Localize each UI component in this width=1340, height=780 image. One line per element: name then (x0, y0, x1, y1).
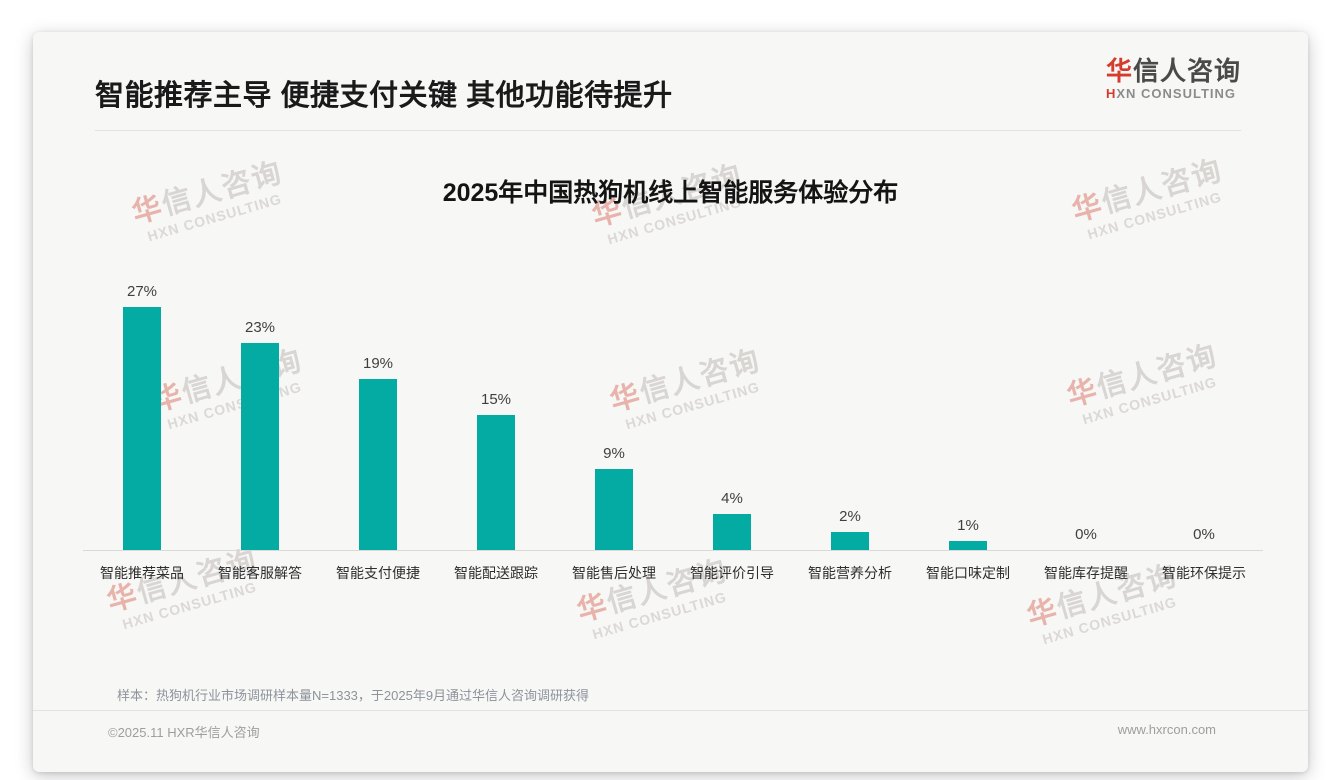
footer-bar: ©2025.11 HXR华信人咨询 www.hxrcon.com (33, 722, 1308, 741)
bar-value-label: 2% (839, 508, 861, 525)
x-axis-labels: 智能推荐菜品 智能客服解答 智能支付便捷 智能配送跟踪 智能售后处理 智能评价引导 智能营养… (83, 563, 1263, 583)
x-axis-line (83, 550, 1263, 551)
logo-chinese-text: 华信人咨询 (1105, 56, 1241, 86)
bar-value-label: 4% (721, 490, 743, 507)
bar (123, 307, 161, 550)
bar-value-label: 23% (244, 319, 276, 336)
bar-column: 0% (1145, 262, 1263, 550)
bar-column: 27% (83, 262, 201, 550)
bar-column: 2% (791, 262, 909, 550)
company-logo: 华信人咨询 HXN CONSULTING (1106, 56, 1241, 102)
bar (477, 415, 515, 550)
bar-value-label: 0% (1193, 526, 1215, 543)
logo-english-text: HXN CONSULTING (1105, 86, 1237, 101)
bar (831, 532, 869, 550)
bar-column: 15% (437, 262, 555, 550)
x-axis-label: 智能评价引导 (690, 565, 774, 581)
x-axis-label: 智能库存提醒 (1044, 565, 1128, 581)
chart-title: 2025年中国热狗机线上智能服务体验分布 (442, 179, 899, 207)
bar (359, 379, 397, 550)
sample-note: 样本：热狗机行业市场调研样本量N=1333，于2025年9月通过华信人咨询调研获… (117, 688, 590, 703)
x-axis-label: 智能口味定制 (926, 565, 1010, 581)
logo-accent-char: 华 (1105, 56, 1133, 86)
footer-divider (33, 710, 1308, 711)
bar-value-label: 1% (957, 517, 979, 534)
report-card: 智能推荐主导 便捷支付关键 其他功能待提升 华信人咨询 HXN CONSULTI… (33, 32, 1308, 772)
bar-value-label: 19% (362, 355, 394, 372)
bar (241, 343, 279, 550)
x-axis-label: 智能推荐菜品 (100, 565, 184, 581)
x-axis-label: 智能客服解答 (218, 565, 302, 581)
bar-value-label: 27% (126, 283, 158, 300)
bar (949, 541, 987, 550)
bar-column: 23% (201, 262, 319, 550)
bar-column: 0% (1027, 262, 1145, 550)
website-url: www.hxrcon.com (1117, 722, 1216, 737)
bar-value-label: 0% (1075, 526, 1097, 543)
page-title: 智能推荐主导 便捷支付关键 其他功能待提升 (95, 80, 673, 112)
x-axis-label: 智能支付便捷 (336, 565, 420, 581)
header-divider (95, 130, 1241, 131)
bar-value-label: 15% (480, 391, 512, 408)
bar-value-label: 9% (603, 445, 625, 462)
bar-column: 9% (555, 262, 673, 550)
x-axis-label: 智能营养分析 (808, 565, 892, 581)
bar-column: 4% (673, 262, 791, 550)
bar (595, 469, 633, 550)
bar-column: 1% (909, 262, 1027, 550)
x-axis-label: 智能售后处理 (572, 565, 656, 581)
x-axis-label: 智能环保提示 (1162, 565, 1246, 581)
copyright-text: ©2025.11 HXR华信人咨询 (108, 725, 260, 740)
bar-chart: 27% 23% 19% 15% 9% 4% 2% 1% 0% 0% (83, 262, 1263, 550)
x-axis-label: 智能配送跟踪 (454, 565, 538, 581)
bar-column: 19% (319, 262, 437, 550)
bar (713, 514, 751, 550)
